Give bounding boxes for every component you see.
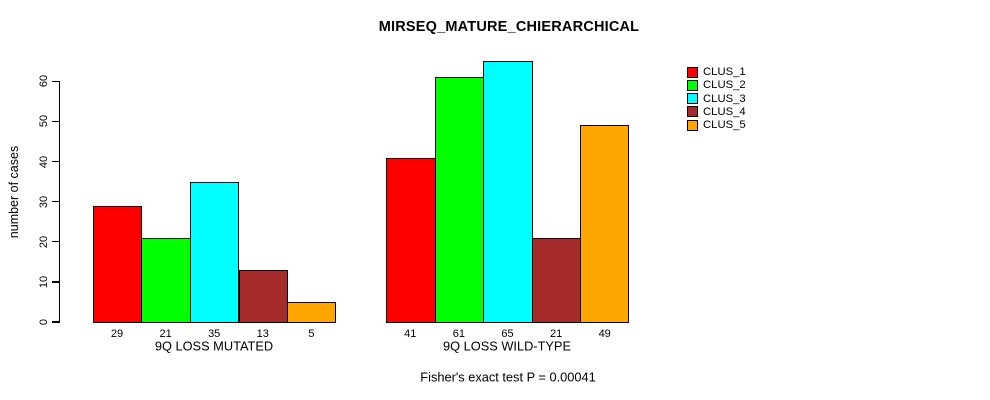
bar-value-label: 35: [208, 327, 221, 340]
legend-label-clus_5: CLUS_5: [703, 119, 746, 132]
bar-clus_1-group2: [386, 157, 436, 323]
annotation-text: Fisher's exact test P = 0.00041: [420, 369, 596, 385]
bar-clus_5-group2: [580, 125, 629, 323]
bar-value-label: 65: [501, 327, 514, 340]
x-group-label-mutated: 9Q LOSS MUTATED: [154, 338, 274, 354]
bar-clus_2-group1: [141, 237, 191, 323]
bar-value-label: 49: [598, 327, 611, 340]
bar-value-label: 5: [308, 327, 315, 340]
bar-clus_4-group1: [238, 269, 289, 323]
y-axis-tick-label: 30: [37, 195, 50, 208]
bar-clus_3-group2: [483, 61, 533, 323]
y-axis-tick-label: 0: [37, 318, 50, 326]
y-axis-tick: [51, 160, 59, 163]
bar-clus_5-group1: [287, 301, 336, 323]
legend-swatch-clus_1: [687, 66, 698, 78]
bar-value-label: 21: [549, 327, 563, 340]
legend-swatch-clus_3: [687, 93, 698, 105]
y-axis-tick-label: 20: [37, 235, 50, 248]
x-group-label-wild-type: 9Q LOSS WILD-TYPE: [442, 338, 572, 354]
legend-label-clus_2: CLUS_2: [703, 79, 746, 92]
legend-label-clus_1: CLUS_1: [703, 66, 746, 78]
y-axis-tick: [51, 241, 59, 243]
y-axis-tick: [51, 321, 59, 323]
y-axis-tick: [51, 281, 59, 283]
y-axis-tick-label: 40: [37, 155, 50, 168]
legend-swatch-clus_5: [687, 119, 698, 131]
bar-value-label: 13: [256, 327, 269, 340]
y-axis-line: [59, 81, 61, 323]
bar-clus_2-group2: [434, 77, 485, 323]
y-axis-tick: [51, 80, 59, 82]
chart-title: MIRSEQ_MATURE_CHIERARCHICAL: [378, 19, 640, 35]
y-axis-tick-label: 10: [37, 275, 50, 288]
legend-label-clus_4: CLUS_4: [703, 105, 746, 118]
bar-clus_4-group2: [531, 237, 582, 323]
legend-label-clus_3: CLUS_3: [703, 92, 746, 105]
y-axis-tick: [51, 120, 59, 123]
bar-clus_3-group1: [189, 181, 240, 323]
bar-clus_1-group1: [92, 205, 143, 323]
y-axis-tick-label: 60: [37, 75, 50, 88]
y-axis-tick: [51, 200, 59, 203]
y-axis-tick-label: 50: [37, 115, 50, 128]
bar-value-label: 61: [452, 327, 466, 340]
legend-swatch-clus_4: [687, 106, 698, 118]
legend-swatch-clus_2: [687, 79, 698, 91]
bar-value-label: 41: [404, 327, 417, 340]
bar-value-label: 29: [110, 327, 124, 340]
y-axis-label: number of cases: [7, 145, 21, 239]
bar-value-label: 21: [159, 327, 172, 340]
